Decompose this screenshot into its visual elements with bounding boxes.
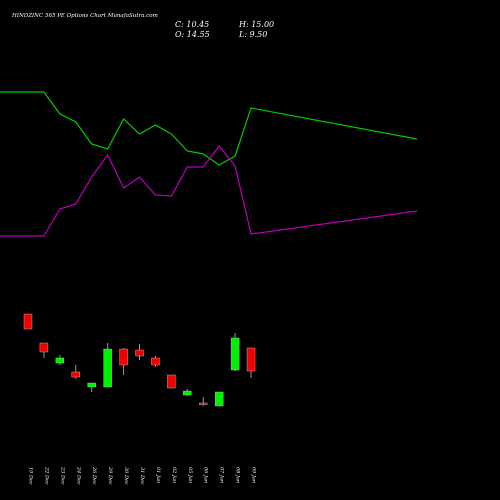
candle-body-up (230, 337, 240, 371)
x-tick-label: 30 Dec (123, 467, 129, 485)
indicator-lines (0, 91, 418, 237)
candle-body-down (151, 357, 160, 366)
candle-01-jan (151, 356, 160, 367)
candle-06-jan (199, 397, 208, 406)
x-tick-label: 31 Dec (139, 467, 145, 485)
x-tick-label: 07 Jan (219, 467, 225, 483)
candle-08-jan (230, 333, 240, 371)
x-tick-label: 02 Jan (171, 467, 177, 483)
candle-29-dec (103, 343, 112, 388)
candle-31-dec (135, 344, 144, 360)
candle-body-down (135, 349, 144, 357)
candle-body-down (199, 402, 208, 405)
candle-body-down (39, 342, 49, 353)
x-tick-label: 09 Jan (251, 467, 257, 483)
x-tick-label: 05 Jan (187, 467, 193, 483)
x-tick-label: 23 Dec (59, 466, 65, 485)
candle-body-down (119, 348, 128, 366)
candle-09-jan (246, 347, 256, 378)
high-value: H: 15.00 (238, 20, 274, 29)
upper-indicator-line (0, 91, 418, 166)
x-tick-label: 01 Jan (155, 467, 161, 483)
low-value: L: 9.50 (238, 30, 267, 39)
x-tick-label: 26 Dec (91, 466, 97, 485)
candle-02-jan (167, 374, 176, 389)
candle-body-up (55, 357, 65, 364)
candle-body-up (183, 390, 192, 396)
chart-title: HINDZINC 565 PE Options Chart MunafaSutr… (11, 13, 158, 19)
x-tick-label: 06 Jan (203, 467, 209, 483)
candle-body-down (71, 371, 80, 378)
lower-indicator-line (0, 145, 418, 237)
candle-body-down (246, 347, 256, 372)
x-tick-label: 22 Dec (43, 466, 49, 485)
candle-body-up (103, 348, 112, 388)
candle-26-dec (87, 382, 96, 392)
candle-30-dec (119, 348, 128, 375)
open-value: O: 14.55 (175, 30, 210, 39)
candles (23, 313, 256, 407)
x-tick-label: 29 Dec (107, 466, 113, 485)
x-tick-label: 19 Dec (28, 467, 34, 485)
candle-body-down (23, 313, 33, 330)
candle-body-down (167, 374, 176, 389)
x-tick-label: 24 Dec (75, 466, 81, 485)
candle-22-dec (39, 342, 49, 358)
x-axis-tick-labels: 19 Dec 22 Dec 23 Dec 24 Dec 26 Dec 29 Dec 30 D… (28, 466, 257, 485)
candle-23-dec (55, 355, 65, 365)
candle-body-up (87, 382, 96, 388)
candle-07-jan (214, 391, 224, 407)
candle-05-jan (183, 389, 192, 396)
candle-body-up (214, 391, 224, 407)
close-value: C: 10.45 (175, 20, 209, 29)
candle-19-dec (23, 313, 33, 330)
candle-24-dec (71, 365, 80, 379)
x-tick-label: 08 Jan (235, 467, 241, 483)
